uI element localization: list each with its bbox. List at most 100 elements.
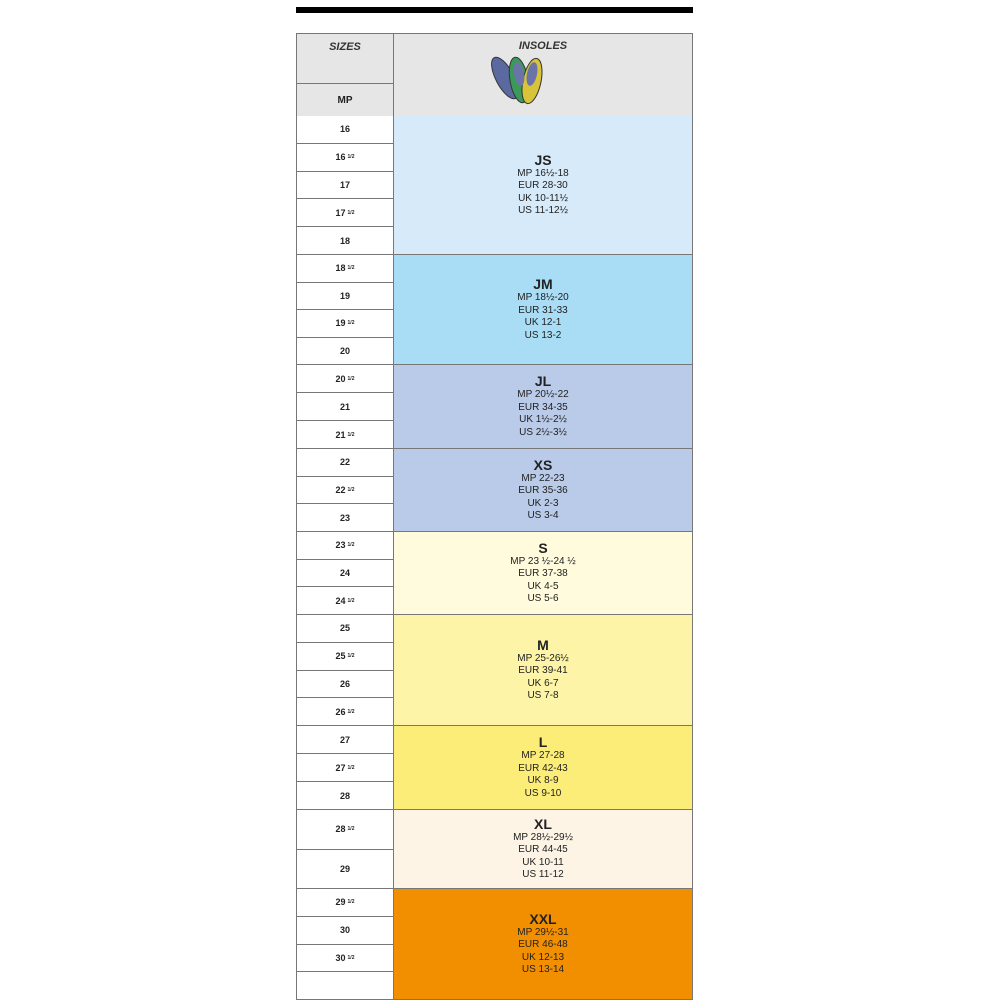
mp-size-row: 22 1/2 xyxy=(297,477,393,505)
mp-size-row: 30 xyxy=(297,917,393,945)
size-group-s: 23 1/2 24 24 1/2 S MP 23 ½-24 ½ EUR 37-38 UK 4-5… xyxy=(296,532,693,615)
size-conversion-line: UK 12-13 xyxy=(521,951,565,963)
mp-size-row: 18 1/2 xyxy=(297,255,393,283)
mp-size-row: 27 1/2 xyxy=(297,754,393,782)
half-size-mark: 1/2 xyxy=(347,764,355,771)
mp-sizes-column: 28 1/2 29 xyxy=(297,810,394,888)
mp-sizes-column: 16 16 1/2 17 17 1/2 18 xyxy=(297,116,394,254)
insole-size-name: M xyxy=(537,636,549,653)
mp-size-row: 21 1/2 xyxy=(297,421,393,448)
insole-size-cell: JL MP 20½-22 EUR 34-35 UK 1½-2½ US 2½-3½ xyxy=(394,365,692,448)
size-conversion-line: EUR 35-36 xyxy=(518,485,568,496)
size-conversion-line: MP 28½-29½ xyxy=(513,831,573,843)
size-conversion-line: UK 4-5 xyxy=(527,580,559,592)
mp-size: 24 xyxy=(335,595,346,606)
size-conversion-line: EUR 42-43 xyxy=(518,762,568,774)
insole-size-cell: M MP 25-26½ EUR 39-41 UK 6-7 US 7-8 xyxy=(394,615,692,725)
mp-size-row: 23 1/2 xyxy=(297,532,393,560)
mp-size: 30 xyxy=(335,952,346,963)
size-conversion-line: EUR 34-35 xyxy=(518,401,568,413)
mp-size-row xyxy=(297,972,393,999)
size-group-js: 16 16 1/2 17 17 1/2 18 JS MP 16½-18 EUR 28-30 UK 1… xyxy=(296,116,693,255)
size-group-jl: 20 1/2 21 21 1/2 JL MP 20½-22 EUR 34-35 UK 1½-2½… xyxy=(296,365,693,449)
half-size-mark: 1/2 xyxy=(347,320,355,327)
mp-size-row: 29 xyxy=(297,850,393,889)
size-group-m: 25 25 1/2 26 26 1/2 M MP 25-26½ EUR 39-41 UK 6-7 U… xyxy=(296,615,693,726)
size-conversion-line: MP 22-23 xyxy=(521,472,565,484)
half-size-mark: 1/2 xyxy=(347,375,355,382)
insole-size-name: JS xyxy=(534,151,552,168)
mp-size: 16 xyxy=(339,124,350,135)
size-conversion-line: US 13-14 xyxy=(521,964,565,975)
size-conversion-line: US 11-12½ xyxy=(518,205,568,216)
insoles-image xyxy=(491,56,543,105)
insole-size-name: XS xyxy=(533,456,553,473)
size-group-xxl: 29 1/2 30 30 1/2 XXL MP 29½-31 EUR 46-48 UK 12-1… xyxy=(296,889,693,1000)
mp-size: 20 xyxy=(335,373,346,384)
mp-size-row: 17 xyxy=(297,172,393,200)
mp-size-row: 26 1/2 xyxy=(297,698,393,725)
insole-size-name: JM xyxy=(533,276,553,292)
mp-size: 19 xyxy=(339,290,350,301)
size-conversion-line: EUR 46-48 xyxy=(518,939,568,950)
half-size-mark: 1/2 xyxy=(347,826,355,833)
half-size-mark: 1/2 xyxy=(347,954,355,961)
mp-size: 21 xyxy=(335,429,346,440)
mp-size-row: 22 xyxy=(297,449,393,477)
mp-size: 22 xyxy=(335,485,346,495)
mp-size: 30 xyxy=(339,925,350,936)
mp-size-row: 25 xyxy=(297,615,393,643)
mp-size: 29 xyxy=(339,863,350,874)
mp-size-row: 20 1/2 xyxy=(297,365,393,393)
mp-size-row: 29 1/2 xyxy=(297,889,393,917)
size-conversion-line: US 5-6 xyxy=(527,593,559,604)
mp-size: 25 xyxy=(335,651,346,662)
half-size-mark: 1/2 xyxy=(347,487,355,493)
mp-size-row: 19 1/2 xyxy=(297,310,393,338)
mp-size: 20 xyxy=(339,345,350,356)
size-conversion-line: US 11-12 xyxy=(522,869,564,880)
size-group-jm: 18 1/2 19 19 1/2 20 JM MP 18½-20 EUR 31-33 UK 12-… xyxy=(296,255,693,365)
half-size-mark: 1/2 xyxy=(347,542,355,549)
mp-size-row: 17 1/2 xyxy=(297,199,393,228)
mp-sizes-column: 25 25 1/2 26 26 1/2 xyxy=(297,615,394,725)
insole-size-cell: JS MP 16½-18 EUR 28-30 UK 10-11½ US 11-12½ xyxy=(394,116,692,254)
size-conversion-line: EUR 44-45 xyxy=(518,844,568,855)
mp-sizes-column: 22 22 1/2 23 xyxy=(297,449,394,531)
size-conversion-line: MP 29½-31 xyxy=(517,926,569,938)
insole-size-cell: JM MP 18½-20 EUR 31-33 UK 12-1 US 13-2 xyxy=(394,255,692,364)
insole-size-name: L xyxy=(538,734,548,750)
mp-size: 28 xyxy=(339,790,350,801)
insole-size-cell: XXL MP 29½-31 EUR 46-48 UK 12-13 US 13-14 xyxy=(394,889,692,999)
sizes-label: SIZES xyxy=(297,34,393,84)
mp-size: 24 xyxy=(339,568,350,578)
size-conversion-line: US 13-2 xyxy=(524,329,562,341)
mp-size-row: 16 xyxy=(297,116,393,144)
size-conversion-line: UK 8-9 xyxy=(527,775,559,786)
mp-size: 23 xyxy=(335,540,346,551)
mp-label: MP xyxy=(337,95,353,106)
insole-size-name: S xyxy=(538,539,548,556)
size-conversion-line: MP 20½-22 xyxy=(517,389,569,400)
mp-size: 26 xyxy=(339,678,350,689)
mp-size: 29 xyxy=(335,897,346,908)
top-rule xyxy=(296,7,693,13)
size-conversion-line: MP 27-28 xyxy=(521,750,565,761)
mp-size: 18 xyxy=(339,235,350,246)
mp-size-row: 27 xyxy=(297,726,393,754)
size-conversion-line: MP 16½-18 xyxy=(517,167,569,179)
mp-size: 16 xyxy=(335,152,346,163)
mp-size-row: 28 1/2 xyxy=(297,810,393,850)
size-conversion-line: UK 2-3 xyxy=(527,497,559,509)
mp-size-row: 20 xyxy=(297,338,393,365)
size-conversion-line: UK 1½-2½ xyxy=(519,414,567,425)
half-size-mark: 1/2 xyxy=(347,653,355,660)
mp-sizes-column: 27 27 1/2 28 xyxy=(297,726,394,809)
half-size-mark: 1/2 xyxy=(347,899,355,906)
mp-size-row: 25 1/2 xyxy=(297,643,393,671)
mp-size-row: 24 xyxy=(297,560,393,588)
size-conversion-line: US 3-4 xyxy=(527,510,559,521)
insole-size-cell: XL MP 28½-29½ EUR 44-45 UK 10-11 US 11-12 xyxy=(394,810,692,888)
mp-size: 26 xyxy=(335,706,346,717)
mp-sizes-column: 23 1/2 24 24 1/2 xyxy=(297,532,394,614)
